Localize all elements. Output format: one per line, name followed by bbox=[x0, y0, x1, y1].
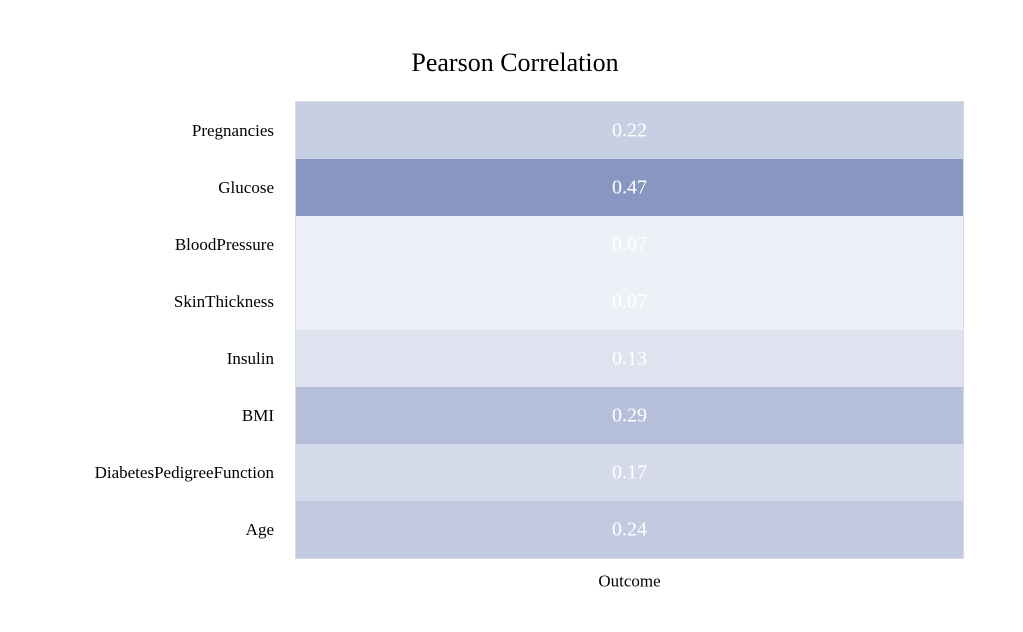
cell-value-label-pregnancies: 0.22 bbox=[612, 120, 647, 142]
cell-value-label-age: 0.24 bbox=[612, 519, 647, 541]
heatmap-cell-glucose bbox=[296, 159, 963, 216]
cell-value-label-diabetespedigreefunction: 0.17 bbox=[612, 462, 647, 484]
row-tick-label-glucose: Glucose bbox=[218, 178, 274, 197]
heatmap-cell-diabetespedigreefunction bbox=[296, 444, 963, 501]
cell-value-label-insulin: 0.13 bbox=[612, 348, 647, 370]
cell-value-label-skinthickness: 0.07 bbox=[612, 291, 647, 313]
cell-value-label-glucose: 0.47 bbox=[612, 177, 647, 199]
row-tick-label-bmi: BMI bbox=[242, 406, 274, 425]
row-tick-label-pregnancies: Pregnancies bbox=[192, 121, 274, 140]
plot-area-border bbox=[295, 101, 964, 559]
column-labels: Outcome bbox=[598, 572, 660, 591]
row-tick-label-insulin: Insulin bbox=[227, 349, 275, 368]
heatmap-cell-pregnancies bbox=[296, 102, 963, 159]
row-tick-label-age: Age bbox=[246, 520, 274, 539]
cell-value-label-bloodpressure: 0.07 bbox=[612, 234, 647, 256]
row-labels: Pregnancies Glucose BloodPressure SkinThick… bbox=[95, 121, 275, 539]
heatmap-cell-insulin bbox=[296, 330, 963, 387]
heatmap-cell-bloodpressure bbox=[296, 216, 963, 273]
row-tick-label-diabetespedigreefunction: DiabetesPedigreeFunction bbox=[95, 463, 275, 482]
heatmap-cell-skinthickness bbox=[296, 273, 963, 330]
cell-value-label-bmi: 0.29 bbox=[612, 405, 647, 427]
column-tick-label-outcome: Outcome bbox=[598, 572, 660, 591]
chart-title: Pearson Correlation bbox=[411, 48, 618, 77]
row-tick-label-bloodpressure: BloodPressure bbox=[175, 235, 274, 254]
heatmap-cell-bmi bbox=[296, 387, 963, 444]
heatmap-cells: 0.22 0.47 0.07 0.07 0.13 0.29 0.17 0.24 bbox=[296, 102, 963, 558]
heatmap-cell-age bbox=[296, 501, 963, 558]
row-tick-label-skinthickness: SkinThickness bbox=[174, 292, 274, 311]
